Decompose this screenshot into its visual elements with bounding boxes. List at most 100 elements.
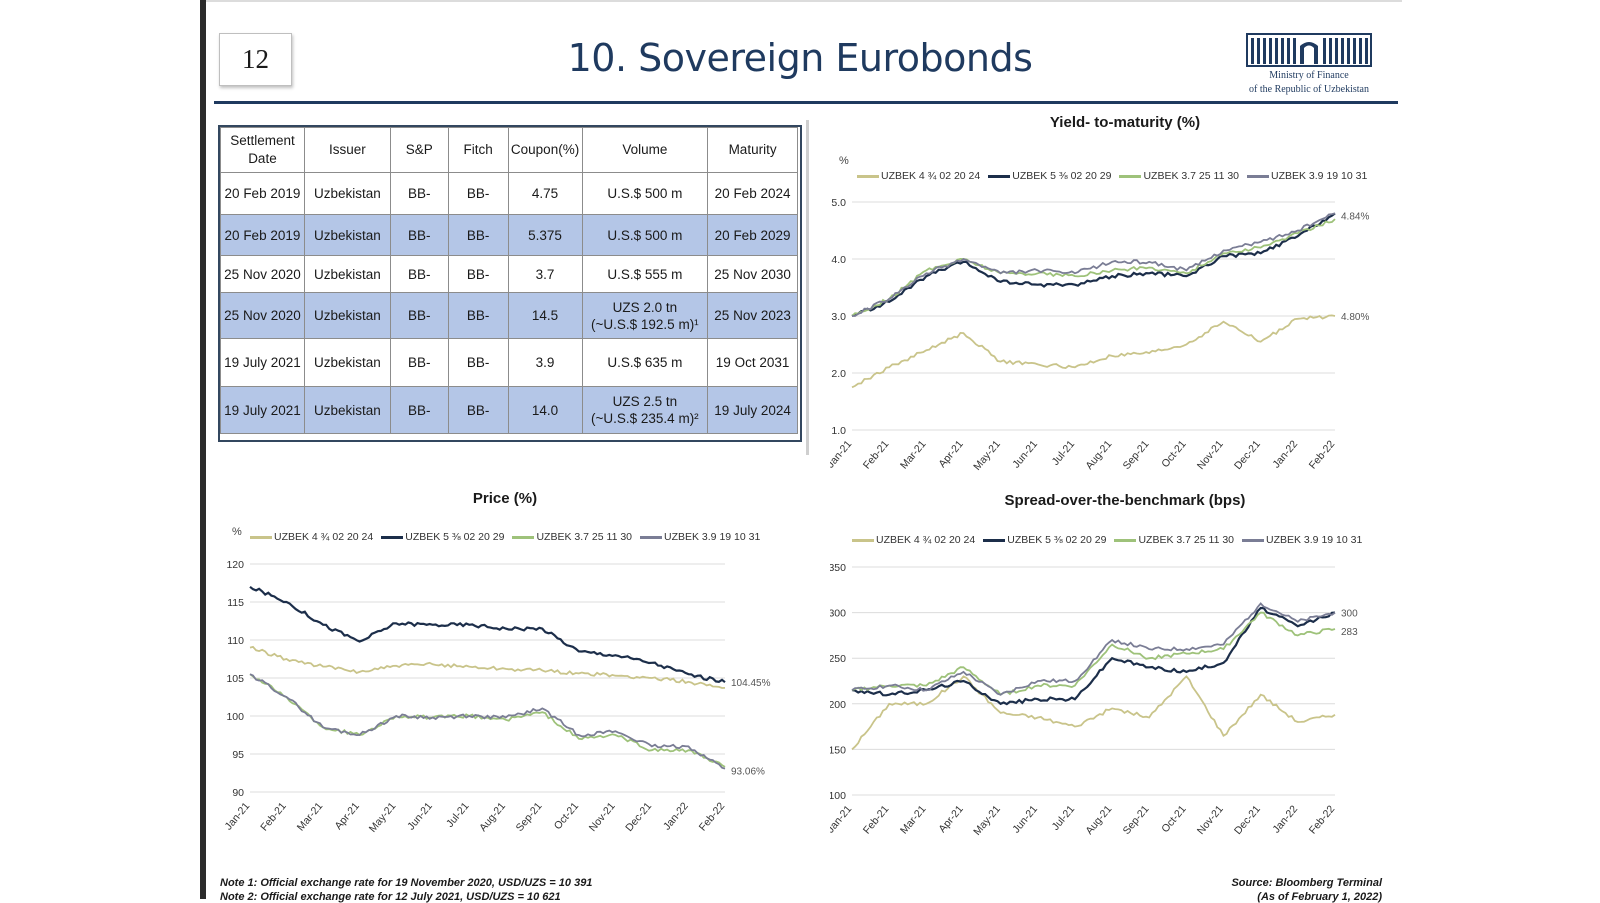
x-tick-label: Jan-21 [830, 803, 854, 835]
legend-swatch [852, 538, 874, 542]
table-row: 19 July 2021 Uzbekistan BB- BB- 3.9 U.S.… [220, 338, 798, 387]
cell-date: 25 Nov 2020 [220, 255, 305, 293]
x-tick-label: Sep-21 [514, 800, 545, 834]
x-tick-label: Jan-22 [1270, 438, 1300, 470]
page-number: 12 [219, 33, 292, 86]
cell-sp: BB- [389, 255, 449, 293]
x-tick-label: Oct-21 [552, 800, 582, 832]
ministry-logo-icon [1246, 33, 1372, 67]
ytm-chart-title: Yield- to-maturity (%) [1049, 114, 1201, 131]
legend-label: UZBEK 3.7 25 11 30 [1143, 170, 1239, 182]
x-tick-label: Apr-21 [936, 803, 966, 835]
y-tick-label: 110 [227, 635, 244, 647]
header-volume: Volume [581, 127, 709, 173]
cell-volume: UZS 2.5 tn (~U.S.$ 235.4 m)² [581, 386, 709, 434]
source-date: (As of February 1, 2022) [1257, 891, 1382, 903]
spread-chart: 100 150 200 250 300 350 Jan-21 Feb-21 Mar-21 Apr-… [830, 562, 1358, 838]
volume-line: UZS 2.5 tn [612, 394, 678, 409]
cell-volume: U.S.$ 635 m [581, 338, 709, 387]
cell-sp: BB- [389, 338, 449, 387]
cell-sp: BB- [389, 292, 449, 339]
volume-line: U.S.$ 500 m [607, 227, 683, 243]
x-tick-label: Nov-21 [587, 800, 618, 834]
cell-coupon: 3.9 [507, 338, 583, 387]
legend-swatch [1119, 174, 1142, 178]
series-line [249, 673, 726, 770]
cell-sp: BB- [389, 172, 449, 215]
x-tick-label: Oct-21 [1159, 438, 1189, 470]
x-tick-label: Jan-21 [830, 438, 854, 470]
legend-label: UZBEK 4 ¾ 02 20 24 [274, 531, 374, 543]
x-tick-label: Dec-21 [1232, 803, 1263, 837]
cell-volume: U.S.$ 500 m [581, 172, 709, 215]
cell-maturity: 25 Nov 2030 [707, 255, 798, 293]
cell-fitch: BB- [447, 255, 509, 293]
cell-issuer: Uzbekistan [303, 255, 391, 293]
cell-date: 20 Feb 2019 [220, 214, 305, 256]
cell-maturity: 20 Feb 2024 [707, 172, 798, 215]
x-tick-label: Mar-21 [898, 803, 929, 836]
x-tick-label: Jul-21 [1050, 803, 1078, 833]
cell-fitch: BB- [447, 292, 509, 339]
series-line [249, 673, 726, 768]
x-tick-label: Mar-21 [295, 800, 326, 833]
legend-label: UZBEK 5 ⅜ 02 20 29 [405, 531, 505, 543]
cell-date: 20 Feb 2019 [220, 172, 305, 215]
end-value-label: 300 [1341, 609, 1358, 620]
y-tick-label: 3.0 [831, 311, 846, 323]
series-line [851, 602, 1336, 696]
end-value-label: 104.45% [731, 678, 771, 689]
legend-item: UZBEK 5 ⅜ 02 20 29 [983, 534, 1106, 546]
y-tick-label: 250 [830, 653, 846, 665]
x-tick-label: Jun-21 [405, 800, 435, 832]
y-tick-label: 5.0 [831, 197, 846, 209]
series-line [851, 212, 1336, 317]
volume-line: U.S.$ 635 m [607, 355, 683, 370]
volume-usd-line: (~U.S.$ 235.4 m)² [591, 411, 699, 426]
legend-swatch [381, 535, 404, 539]
cell-issuer: Uzbekistan [303, 338, 391, 387]
table-header-row: Settlement Date Issuer S&P Fitch Coupon(… [220, 127, 798, 173]
legend-label: UZBEK 4 ¾ 02 20 24 [881, 170, 981, 182]
logo-caption-line2: of the Republic of Uzbekistan [1249, 84, 1369, 95]
cell-coupon: 5.375 [507, 214, 583, 256]
end-value-label: 4.80% [1341, 312, 1369, 323]
cell-sp: BB- [389, 386, 449, 434]
x-tick-label: Feb-21 [861, 438, 892, 471]
y-tick-label: 95 [232, 749, 244, 761]
cell-volume: UZS 2.0 tn (~U.S.$ 192.5 m)¹ [581, 292, 709, 339]
legend-item: UZBEK 3.7 25 11 30 [512, 531, 632, 543]
x-tick-label: Feb-22 [1307, 803, 1338, 836]
x-tick-label: Jan-22 [1270, 803, 1300, 835]
legend-item: UZBEK 3.7 25 11 30 [1119, 170, 1239, 182]
x-tick-label: Dec-21 [623, 800, 654, 834]
cell-maturity: 25 Nov 2023 [707, 292, 798, 339]
footnote-2: Note 2: Official exchange rate for 12 Ju… [220, 891, 561, 903]
cell-maturity: 19 Oct 2031 [707, 338, 798, 387]
cell-maturity: 19 July 2024 [707, 386, 798, 434]
volume-usd-line: (~U.S.$ 192.5 m)¹ [591, 316, 699, 332]
legend-item: UZBEK 3.9 19 10 31 [640, 531, 760, 543]
series-line [852, 212, 1336, 317]
x-tick-label: Mar-21 [898, 438, 929, 471]
legend-label: UZBEK 3.9 19 10 31 [1266, 534, 1363, 546]
cell-fitch: BB- [447, 338, 509, 387]
x-tick-label: Nov-21 [1195, 438, 1226, 472]
legend-swatch [1242, 538, 1264, 542]
table-row: 25 Nov 2020 Uzbekistan BB- BB- 3.7 U.S.$… [220, 255, 798, 293]
y-tick-label: 2.0 [831, 368, 846, 380]
legend-swatch [640, 535, 662, 539]
legend-label: UZBEK 5 ⅜ 02 20 29 [1007, 534, 1107, 546]
y-tick-label: 120 [226, 559, 244, 571]
price-chart-title: Price (%) [472, 490, 538, 507]
volume-line: UZS 2.0 tn [612, 299, 678, 315]
table-row: 25 Nov 2020 Uzbekistan BB- BB- 14.5 UZS … [220, 292, 798, 339]
x-tick-label: Jun-21 [1010, 438, 1040, 470]
header-settlement-date: Settlement Date [220, 127, 305, 173]
cell-volume: U.S.$ 500 m [581, 214, 709, 256]
y-tick-label: 105 [226, 673, 244, 685]
x-tick-label: Apr-21 [936, 438, 966, 470]
header-fitch: Fitch [447, 127, 509, 173]
legend-label: UZBEK 3.9 19 10 31 [664, 531, 761, 543]
end-value-label: 4.84% [1341, 211, 1369, 222]
